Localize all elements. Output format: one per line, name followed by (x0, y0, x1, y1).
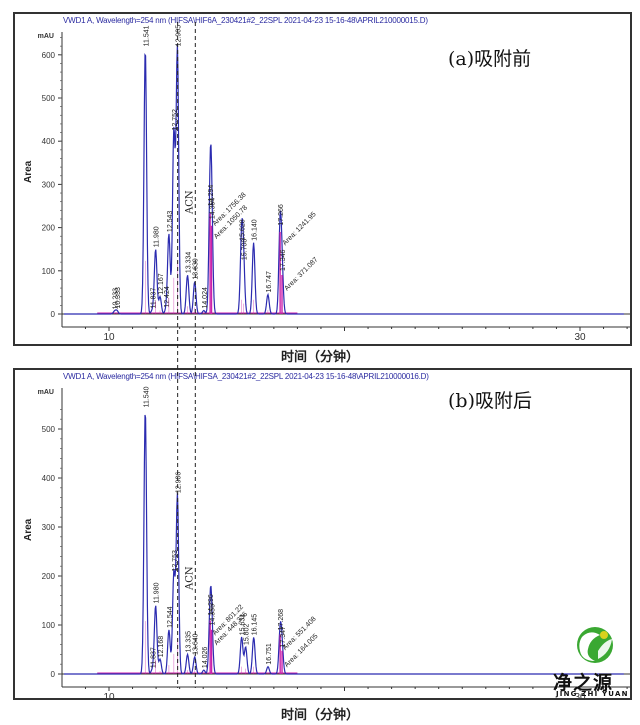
svg-text:12.905: 12.905 (175, 25, 182, 47)
svg-text:400: 400 (42, 137, 56, 146)
chromatogram-panel-b: VWD1 A, Wavelength=254 nm (HIFSA\HIFSA_2… (13, 368, 632, 702)
svg-text:12.753: 12.753 (172, 550, 179, 572)
svg-text:Area: 1241.95: Area: 1241.95 (282, 211, 318, 247)
svg-text:100: 100 (42, 267, 56, 276)
svg-text:13.639: 13.639 (193, 258, 200, 280)
svg-text:16.145: 16.145 (252, 614, 259, 636)
svg-text:mAU: mAU (38, 33, 54, 40)
svg-text:16.751: 16.751 (266, 643, 273, 665)
svg-text:mAU: mAU (38, 389, 54, 396)
svg-text:15.628: 15.628 (240, 219, 247, 241)
svg-text:10: 10 (103, 332, 115, 343)
svg-text:11.837: 11.837 (150, 647, 157, 668)
svg-text:12.752: 12.752 (172, 109, 179, 131)
svg-text:0: 0 (51, 670, 56, 679)
jingzhiyuan-logo-icon (577, 627, 613, 663)
chromatogram-panel-a: VWD1 A, Wavelength=254 nm (HIFSA\HIF6A_2… (13, 12, 632, 346)
svg-text:15.631: 15.631 (240, 614, 247, 636)
svg-text:11.980: 11.980 (154, 226, 161, 247)
svg-text:600: 600 (42, 51, 56, 60)
svg-text:Area: Area (23, 518, 34, 541)
svg-text:100: 100 (42, 621, 56, 630)
svg-text:11.540: 11.540 (143, 386, 150, 407)
svg-text:16.140: 16.140 (252, 219, 259, 241)
svg-text:10.333: 10.333 (115, 287, 122, 309)
panel-b-tag: (b)吸附后 (448, 390, 532, 412)
svg-text:12.544: 12.544 (167, 606, 174, 628)
svg-text:30: 30 (574, 332, 586, 343)
svg-text:14.294: 14.294 (208, 185, 215, 207)
logo-subtext: JING ZHI YUAN (556, 690, 629, 698)
svg-text:13.334: 13.334 (186, 252, 193, 274)
svg-text:12.543: 12.543 (167, 211, 174, 233)
svg-text:200: 200 (42, 572, 56, 581)
svg-text:14.296: 14.296 (208, 594, 215, 616)
svg-text:13.335: 13.335 (186, 631, 193, 653)
svg-text:11.837: 11.837 (150, 288, 157, 309)
panel-a-tag: (a)吸附前 (448, 48, 532, 70)
panel-b-header: VWD1 A, Wavelength=254 nm (HIFSA\HIFSA_2… (63, 372, 429, 381)
svg-text:Area: Area (23, 160, 34, 183)
svg-text:16.747: 16.747 (266, 271, 273, 293)
svg-text:ACN: ACN (184, 190, 195, 215)
svg-text:14.354: 14.354 (210, 198, 217, 220)
svg-text:30: 30 (574, 692, 586, 702)
svg-text:14.026: 14.026 (202, 647, 209, 669)
svg-text:Area: 371.087: Area: 371.087 (283, 256, 319, 292)
svg-text:12.906: 12.906 (175, 472, 182, 494)
panel-a-header: VWD1 A, Wavelength=254 nm (HIFSA\HIF6A_2… (63, 16, 428, 25)
panel-b-xlabel: 时间（分钟） (280, 708, 359, 723)
panel-a-plot: mAU 0 100 200 300 400 500 600 Area 10 30 10.23310.3… (23, 25, 632, 343)
svg-text:500: 500 (42, 425, 56, 434)
svg-text:14.356: 14.356 (210, 604, 217, 626)
svg-text:12.424: 12.424 (164, 286, 171, 308)
svg-text:500: 500 (42, 94, 56, 103)
panel-a-xlabel: 时间（分钟） (280, 350, 359, 365)
svg-text:10: 10 (103, 692, 115, 702)
svg-text:400: 400 (42, 474, 56, 483)
svg-text:14.024: 14.024 (202, 287, 209, 309)
svg-text:12.168: 12.168 (158, 636, 165, 658)
svg-text:200: 200 (42, 224, 56, 233)
svg-text:17.266: 17.266 (278, 204, 285, 226)
svg-text:300: 300 (42, 523, 56, 532)
svg-text:10.233: 10.233 (112, 288, 119, 310)
svg-text:17.347: 17.347 (280, 626, 287, 648)
logo-text: 净之源 (553, 672, 614, 694)
svg-text:15.708: 15.708 (241, 239, 248, 261)
svg-text:11.541: 11.541 (143, 25, 150, 46)
svg-text:ACN: ACN (184, 566, 195, 591)
svg-text:13.640: 13.640 (193, 633, 200, 655)
svg-text:Area: 551.408: Area: 551.408 (282, 616, 318, 652)
svg-text:15.802: 15.802 (244, 624, 251, 646)
svg-text:17.346: 17.346 (280, 249, 287, 271)
svg-text:12.167: 12.167 (158, 273, 165, 295)
svg-text:17.268: 17.268 (278, 609, 285, 631)
svg-text:11.980: 11.980 (154, 582, 161, 603)
svg-text:0: 0 (51, 310, 56, 319)
svg-text:300: 300 (42, 180, 56, 189)
